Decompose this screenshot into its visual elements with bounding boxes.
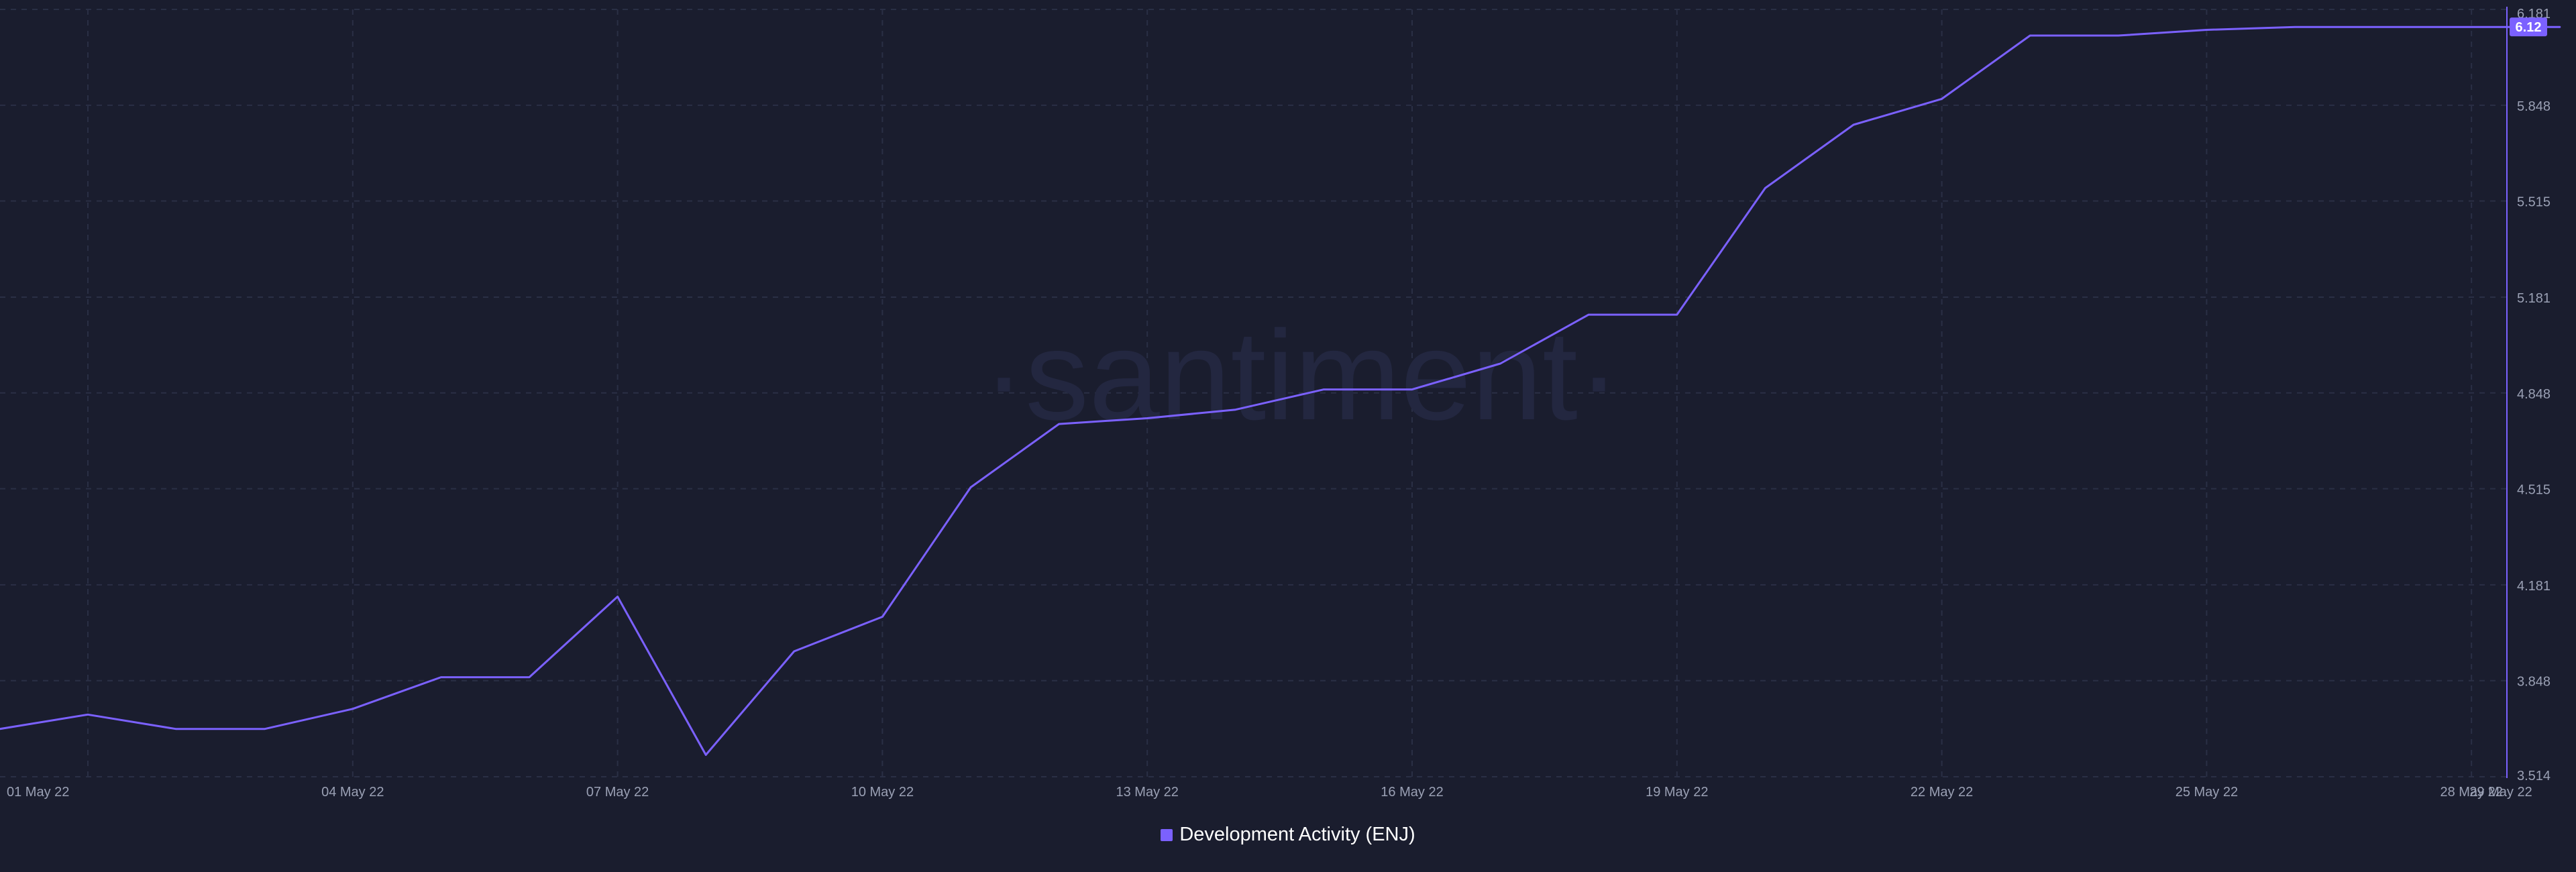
y-tick-label: 5.848: [2517, 99, 2551, 114]
y-tick-label: 3.514: [2517, 769, 2551, 783]
y-axis-labels: 6.1815.8485.5155.1814.8484.5154.1813.848…: [2517, 7, 2551, 783]
y-tick-label: 3.848: [2517, 675, 2551, 690]
x-tick-label: 19 May 22: [1646, 785, 1708, 800]
current-value-label: 6.12: [2516, 20, 2542, 35]
y-tick-label: 4.515: [2517, 483, 2551, 498]
x-tick-label: 07 May 22: [586, 785, 649, 800]
series-line-development-activity[interactable]: [0, 25, 2561, 756]
santiment-watermark: ·santiment·: [983, 305, 1620, 447]
current-value-badge-bg: [2510, 17, 2547, 37]
x-tick-label: 29 May 22: [2469, 785, 2532, 800]
x-tick-label: 25 May 22: [2176, 785, 2238, 800]
x-tick-label: 04 May 22: [321, 785, 384, 800]
x-tick-label: 22 May 22: [1911, 785, 1973, 800]
y-tick-label: 5.181: [2517, 291, 2551, 306]
x-tick-label: 01 May 22: [7, 785, 69, 800]
legend-swatch-development-activity: [1161, 828, 1173, 841]
x-tick-label: 16 May 22: [1381, 785, 1443, 800]
current-value-badge: 6.12: [2510, 17, 2547, 37]
y-tick-label: 4.848: [2517, 387, 2551, 402]
x-axis-labels: 01 May 22 04 May 22 07 May 22 10 May 22 13 M…: [7, 785, 2532, 800]
x-tick-label: 13 May 22: [1116, 785, 1179, 800]
x-tick-label: 10 May 22: [851, 785, 914, 800]
chart-legend[interactable]: Development Activity (ENJ): [0, 824, 2576, 846]
y-tick-label: 4.181: [2517, 579, 2551, 594]
y-tick-label: 5.515: [2517, 195, 2551, 210]
x-tick-label: 28 May 22: [2440, 785, 2503, 800]
legend-label-development-activity: Development Activity (ENJ): [1179, 824, 1415, 845]
series-layer: [0, 25, 2561, 756]
line-chart: ·santiment· 01 May 22 04 May 22 07 May 22 1…: [0, 7, 2561, 800]
